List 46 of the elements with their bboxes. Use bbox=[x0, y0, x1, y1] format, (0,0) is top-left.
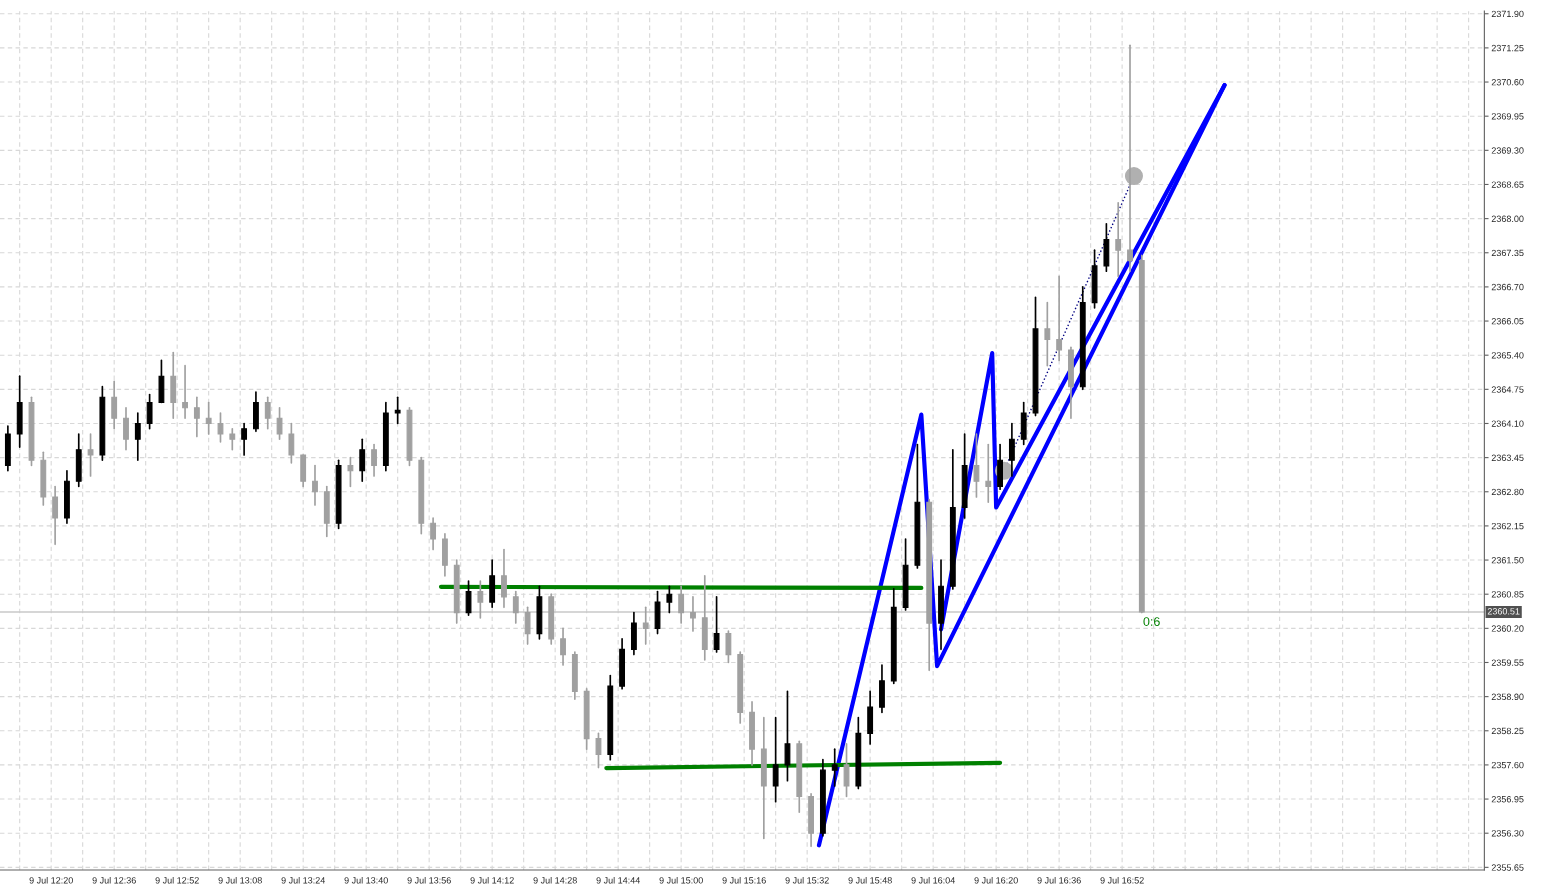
y-tick-label: 2367.35 bbox=[1491, 249, 1524, 257]
x-tick-label: 9 Jul 14:44 bbox=[596, 876, 640, 884]
annotation: 0:6 bbox=[1143, 617, 1160, 626]
x-tick-label: 9 Jul 16:52 bbox=[1100, 876, 1144, 884]
y-tick-label: 2371.90 bbox=[1491, 10, 1524, 18]
x-tick-label: 9 Jul 15:32 bbox=[785, 876, 829, 884]
y-tick-label: 2369.95 bbox=[1491, 113, 1524, 120]
y-tick-label: 2362.80 bbox=[1491, 488, 1524, 496]
y-tick-label: 2355.65 bbox=[1491, 864, 1524, 871]
y-tick-label: 2357.60 bbox=[1491, 761, 1524, 769]
x-tick-label: 9 Jul 16:20 bbox=[974, 876, 1018, 884]
x-tick-label: 9 Jul 13:56 bbox=[407, 876, 451, 884]
y-tick-label: 2358.25 bbox=[1491, 727, 1524, 735]
y-tick-label: 2362.15 bbox=[1491, 522, 1524, 530]
y-tick-label: 2366.05 bbox=[1491, 318, 1524, 325]
x-tick-label: 9 Jul 14:12 bbox=[470, 876, 514, 884]
x-tick-label: 9 Jul 13:08 bbox=[218, 876, 262, 884]
y-tick-label: 2356.95 bbox=[1491, 796, 1524, 803]
y-tick-label: 2356.30 bbox=[1491, 830, 1524, 837]
x-tick-label: 9 Jul 16:04 bbox=[911, 876, 955, 884]
x-tick-label: 9 Jul 13:24 bbox=[281, 876, 325, 884]
y-tick-label: 2371.25 bbox=[1491, 44, 1524, 52]
y-tick-label: 2368.65 bbox=[1491, 181, 1524, 188]
x-tick-label: 9 Jul 14:28 bbox=[533, 876, 577, 884]
y-tick-label: 2358.90 bbox=[1491, 693, 1524, 700]
x-tick-label: 9 Jul 15:16 bbox=[722, 876, 766, 884]
y-tick-label: 2363.45 bbox=[1491, 454, 1524, 461]
y-tick-label: 2368.00 bbox=[1491, 215, 1524, 222]
x-tick-label: 9 Jul 12:36 bbox=[92, 876, 136, 884]
x-tick-label: 9 Jul 15:00 bbox=[659, 876, 703, 884]
y-tick-label: 2364.75 bbox=[1491, 386, 1524, 393]
y-tick-label: 2359.55 bbox=[1491, 659, 1524, 666]
y-tick-label: 2361.50 bbox=[1491, 557, 1524, 564]
y-tick-label: 2360.20 bbox=[1491, 625, 1524, 632]
y-tick-label: 2364.10 bbox=[1491, 420, 1524, 427]
x-tick-label: 9 Jul 16:36 bbox=[1037, 876, 1081, 884]
y-tick-label: 2365.40 bbox=[1491, 352, 1524, 359]
y-tick-label: 2369.30 bbox=[1491, 147, 1524, 154]
y-tick-label: 2370.60 bbox=[1491, 79, 1524, 86]
x-tick-label: 9 Jul 15:48 bbox=[848, 876, 892, 884]
y-tick-label: 2366.70 bbox=[1491, 283, 1524, 291]
x-tick-label: 9 Jul 12:20 bbox=[29, 876, 73, 884]
x-tick-label: 9 Jul 12:52 bbox=[155, 876, 199, 884]
x-tick-label: 9 Jul 13:40 bbox=[344, 876, 388, 884]
ref-line-label: 2360.51 bbox=[1487, 608, 1520, 615]
y-tick-label: 2360.85 bbox=[1491, 591, 1524, 598]
